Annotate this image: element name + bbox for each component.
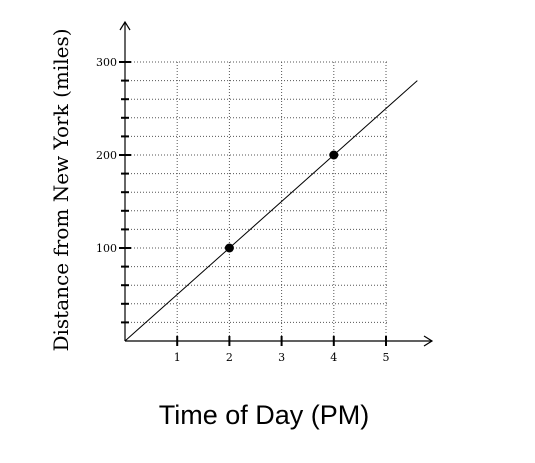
y-axis-arrow bbox=[119, 20, 131, 31]
data-point bbox=[224, 243, 234, 253]
x-tick-label: 3 bbox=[278, 351, 285, 364]
y-axis-label: Distance from New York (miles) bbox=[49, 28, 73, 351]
x-axis-label: Time of Day (PM) bbox=[159, 400, 370, 430]
y-tick-label: 300 bbox=[96, 56, 117, 69]
series bbox=[124, 80, 418, 342]
ticks: 100 200 300 1 2 3 4 5 bbox=[96, 56, 390, 364]
y-tick-label: 100 bbox=[96, 242, 117, 255]
axes bbox=[119, 20, 434, 347]
x-tick-label: 5 bbox=[383, 351, 390, 364]
y-tick-label: 200 bbox=[96, 149, 117, 162]
data-point bbox=[329, 150, 339, 160]
grid bbox=[125, 61, 388, 341]
x-tick-label: 1 bbox=[174, 351, 181, 364]
x-axis-arrow bbox=[423, 335, 434, 347]
x-tick-label: 4 bbox=[330, 351, 337, 364]
x-tick-label: 2 bbox=[226, 351, 233, 364]
distance-line bbox=[124, 80, 418, 342]
